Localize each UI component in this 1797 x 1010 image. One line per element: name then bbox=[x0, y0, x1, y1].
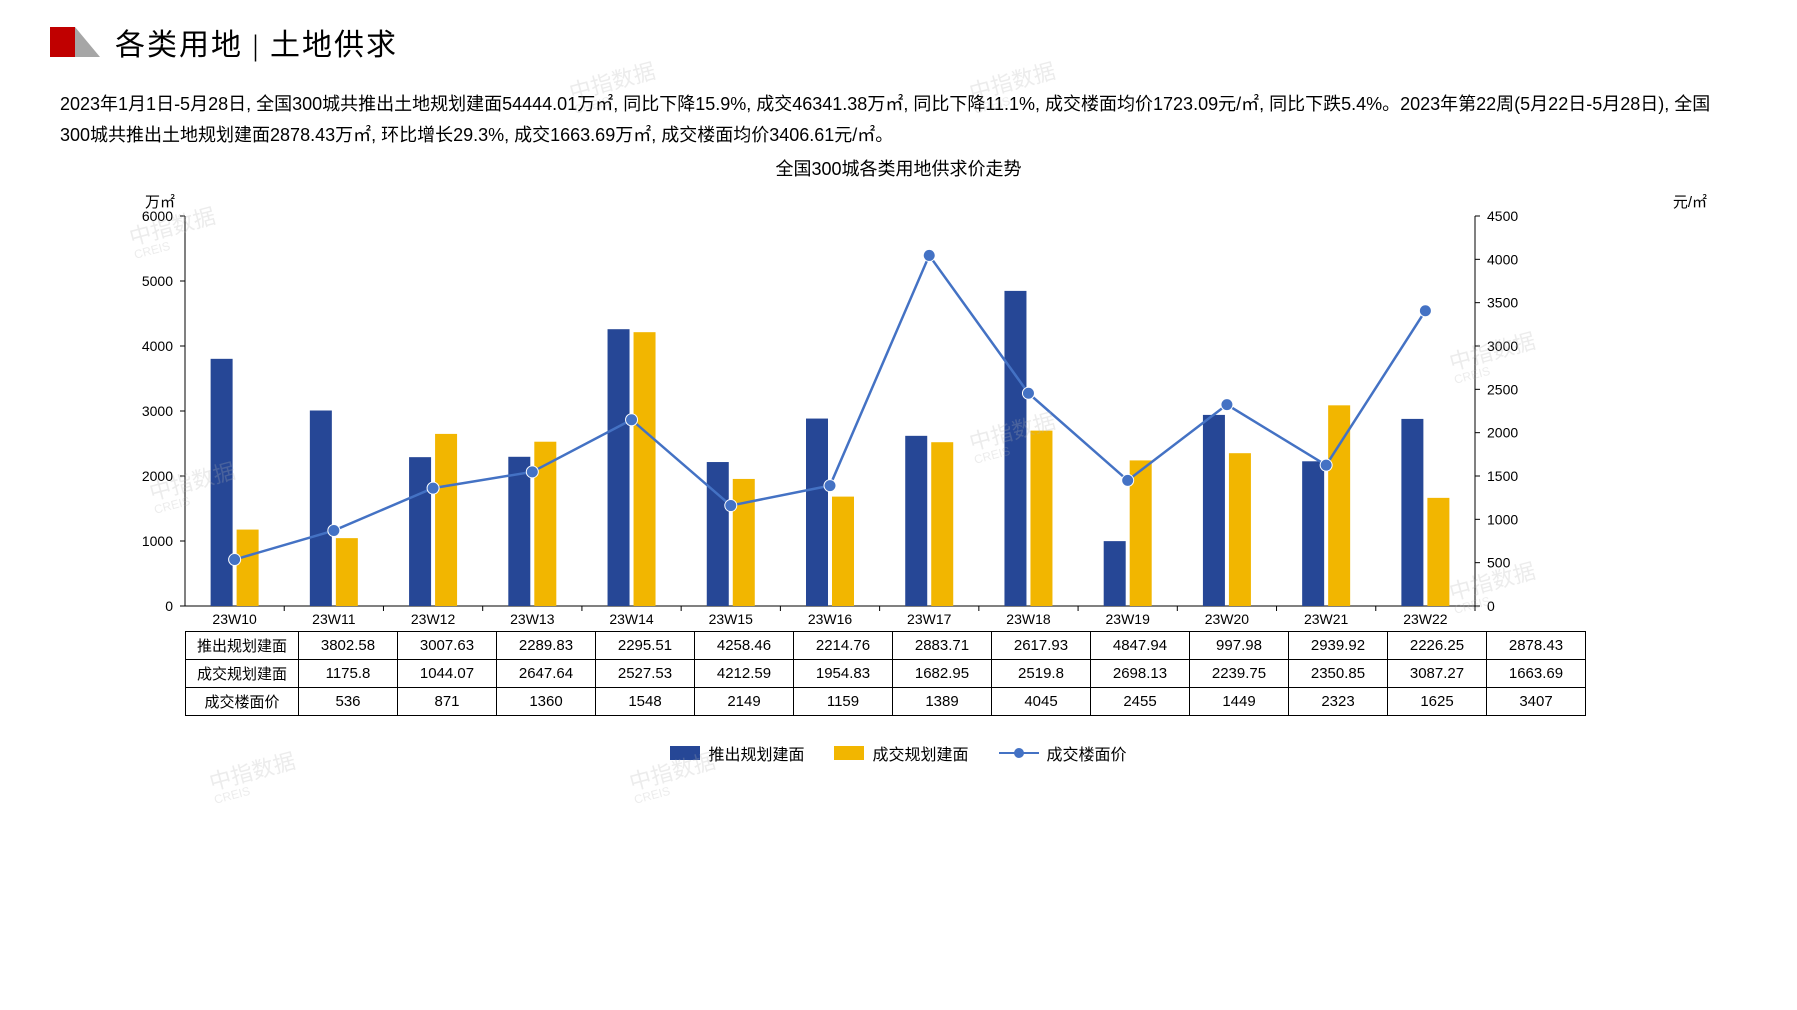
table-row: 成交楼面价53687113601548214911591389404524551… bbox=[186, 688, 1586, 716]
title-left: 各类用地 bbox=[115, 29, 243, 62]
svg-text:3000: 3000 bbox=[1487, 338, 1518, 354]
table-cell: 1682.95 bbox=[893, 660, 992, 688]
chart-legend: 推出规划建面 成交规划建面 成交楼面价 bbox=[50, 741, 1747, 765]
left-axis-label: 万㎡ bbox=[145, 191, 175, 212]
svg-text:2000: 2000 bbox=[142, 468, 173, 484]
table-cell: 2214.76 bbox=[794, 632, 893, 660]
svg-text:23W12: 23W12 bbox=[411, 611, 456, 627]
table-cell: 2149 bbox=[695, 688, 794, 716]
table-cell: 1360 bbox=[497, 688, 596, 716]
chart-svg: 0100020003000400050006000050010001500200… bbox=[90, 191, 1535, 631]
table-cell: 2647.64 bbox=[497, 660, 596, 688]
table-cell: 3087.27 bbox=[1388, 660, 1487, 688]
table-cell: 2939.92 bbox=[1289, 632, 1388, 660]
table-cell: 2527.53 bbox=[596, 660, 695, 688]
svg-text:4500: 4500 bbox=[1487, 208, 1518, 224]
swatch-price-icon bbox=[999, 752, 1039, 754]
svg-text:2000: 2000 bbox=[1487, 425, 1518, 441]
table-cell: 871 bbox=[398, 688, 497, 716]
table-cell: 1175.8 bbox=[299, 660, 398, 688]
page-header: 各类用地 | 土地供求 bbox=[50, 20, 1747, 64]
svg-text:23W10: 23W10 bbox=[212, 611, 257, 627]
table-cell: 1548 bbox=[596, 688, 695, 716]
table-cell: 1954.83 bbox=[794, 660, 893, 688]
row-header: 推出规划建面 bbox=[186, 632, 299, 660]
svg-text:3000: 3000 bbox=[142, 403, 173, 419]
svg-text:0: 0 bbox=[165, 598, 173, 614]
table-cell: 2295.51 bbox=[596, 632, 695, 660]
svg-text:23W15: 23W15 bbox=[709, 611, 754, 627]
page-title: 各类用地 | 土地供求 bbox=[115, 20, 398, 64]
table-cell: 2455 bbox=[1091, 688, 1190, 716]
table-cell: 536 bbox=[299, 688, 398, 716]
svg-text:23W18: 23W18 bbox=[1006, 611, 1051, 627]
table-cell: 1625 bbox=[1388, 688, 1487, 716]
table-cell: 2617.93 bbox=[992, 632, 1091, 660]
svg-text:23W17: 23W17 bbox=[907, 611, 952, 627]
table-cell: 2226.25 bbox=[1388, 632, 1487, 660]
table-cell: 2289.83 bbox=[497, 632, 596, 660]
table-row: 推出规划建面3802.583007.632289.832295.514258.4… bbox=[186, 632, 1586, 660]
svg-text:1000: 1000 bbox=[1487, 512, 1518, 528]
data-table: 推出规划建面3802.583007.632289.832295.514258.4… bbox=[185, 631, 1586, 716]
table-cell: 2878.43 bbox=[1487, 632, 1586, 660]
swatch-deal-icon bbox=[834, 746, 864, 760]
table-cell: 4258.46 bbox=[695, 632, 794, 660]
legend-deal-label: 成交规划建面 bbox=[872, 741, 968, 765]
title-separator: | bbox=[253, 29, 271, 62]
table-cell: 1389 bbox=[893, 688, 992, 716]
svg-text:23W20: 23W20 bbox=[1205, 611, 1250, 627]
table-row: 成交规划建面1175.81044.072647.642527.534212.59… bbox=[186, 660, 1586, 688]
table-cell: 3802.58 bbox=[299, 632, 398, 660]
svg-text:500: 500 bbox=[1487, 555, 1511, 571]
svg-text:1500: 1500 bbox=[1487, 468, 1518, 484]
svg-text:23W11: 23W11 bbox=[312, 611, 356, 627]
svg-text:4000: 4000 bbox=[142, 338, 173, 354]
chart-container: 万㎡ 元/㎡ 010002000300040005000600005001000… bbox=[90, 191, 1707, 716]
table-cell: 4045 bbox=[992, 688, 1091, 716]
table-cell: 997.98 bbox=[1190, 632, 1289, 660]
logo-icon bbox=[50, 27, 100, 57]
legend-price: 成交楼面价 bbox=[999, 741, 1127, 765]
svg-text:23W21: 23W21 bbox=[1304, 611, 1349, 627]
svg-text:23W16: 23W16 bbox=[808, 611, 853, 627]
table-cell: 1663.69 bbox=[1487, 660, 1586, 688]
table-cell: 2698.13 bbox=[1091, 660, 1190, 688]
svg-text:4000: 4000 bbox=[1487, 252, 1518, 268]
svg-text:5000: 5000 bbox=[142, 273, 173, 289]
table-cell: 2350.85 bbox=[1289, 660, 1388, 688]
swatch-supply-icon bbox=[670, 746, 700, 760]
table-cell: 1159 bbox=[794, 688, 893, 716]
table-cell: 4847.94 bbox=[1091, 632, 1190, 660]
svg-text:23W14: 23W14 bbox=[609, 611, 654, 627]
table-cell: 2239.75 bbox=[1190, 660, 1289, 688]
table-cell: 3407 bbox=[1487, 688, 1586, 716]
svg-text:23W19: 23W19 bbox=[1106, 611, 1151, 627]
legend-supply-label: 推出规划建面 bbox=[708, 741, 804, 765]
svg-text:0: 0 bbox=[1487, 598, 1495, 614]
legend-price-label: 成交楼面价 bbox=[1047, 741, 1127, 765]
svg-text:2500: 2500 bbox=[1487, 382, 1518, 398]
legend-supply: 推出规划建面 bbox=[670, 741, 804, 765]
table-cell: 2323 bbox=[1289, 688, 1388, 716]
svg-text:3500: 3500 bbox=[1487, 295, 1518, 311]
table-cell: 2519.8 bbox=[992, 660, 1091, 688]
row-header: 成交规划建面 bbox=[186, 660, 299, 688]
title-right: 土地供求 bbox=[270, 29, 398, 62]
table-cell: 3007.63 bbox=[398, 632, 497, 660]
right-axis-label: 元/㎡ bbox=[1673, 191, 1707, 212]
table-cell: 4212.59 bbox=[695, 660, 794, 688]
legend-deal: 成交规划建面 bbox=[834, 741, 968, 765]
table-cell: 1044.07 bbox=[398, 660, 497, 688]
row-header: 成交楼面价 bbox=[186, 688, 299, 716]
svg-text:23W13: 23W13 bbox=[510, 611, 555, 627]
svg-text:1000: 1000 bbox=[142, 533, 173, 549]
svg-text:23W22: 23W22 bbox=[1403, 611, 1448, 627]
summary-text: 2023年1月1日-5月28日, 全国300城共推出土地规划建面54444.01… bbox=[50, 89, 1747, 150]
table-cell: 1449 bbox=[1190, 688, 1289, 716]
table-cell: 2883.71 bbox=[893, 632, 992, 660]
chart-title: 全国300城各类用地供求价走势 bbox=[50, 155, 1747, 181]
